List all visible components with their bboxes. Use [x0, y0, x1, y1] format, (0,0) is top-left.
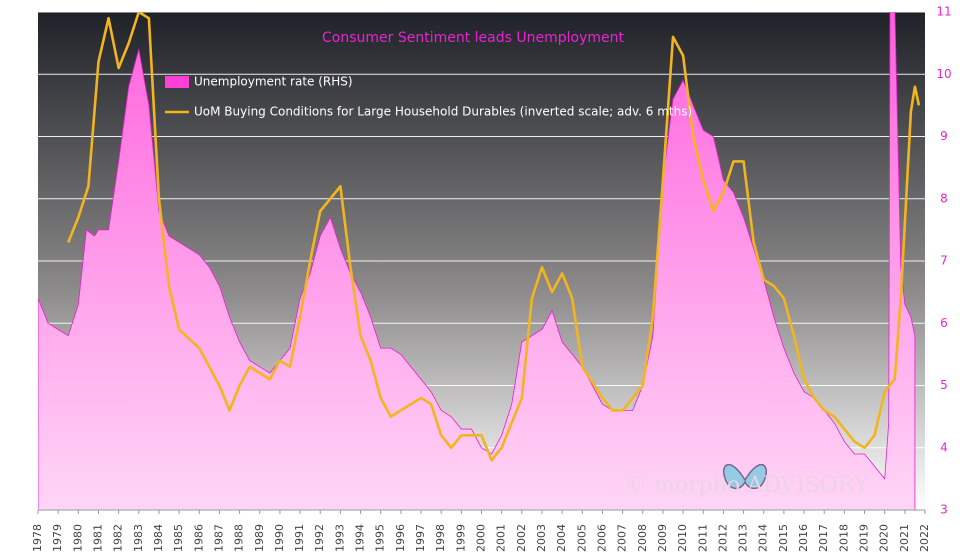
x-tick-label: 2009	[656, 524, 669, 552]
x-tick-label: 1993	[333, 524, 346, 552]
y-tick-label: 9	[940, 129, 948, 143]
x-tick-label: 2021	[898, 524, 911, 552]
x-tick-label: 2017	[817, 524, 830, 552]
x-tick-label: 2005	[575, 524, 588, 552]
x-tick-label: 1980	[71, 524, 84, 552]
x-tick-label: 2018	[837, 524, 850, 552]
x-tick-label: 1979	[51, 524, 64, 552]
y-tick-label: 5	[940, 378, 948, 392]
y-tick-label: 6	[940, 316, 948, 330]
x-tick-label: 1986	[192, 524, 205, 552]
x-tick-label: 1978	[31, 524, 44, 552]
y-tick-label: 4	[940, 440, 948, 454]
x-tick-label: 1998	[434, 524, 447, 552]
x-tick-label: 2011	[696, 524, 709, 552]
watermark-text: © morpho ADVISORY	[625, 473, 869, 498]
legend-label: Unemployment rate (RHS)	[194, 75, 353, 89]
x-tick-label: 1995	[374, 524, 387, 552]
legend-label: UoM Buying Conditions for Large Househol…	[194, 105, 692, 119]
y-tick-label: 8	[940, 191, 948, 205]
x-tick-label: 2006	[595, 524, 608, 552]
watermark: © morpho ADVISORY	[625, 464, 869, 498]
x-tick-label: 1997	[414, 524, 427, 552]
x-tick-label: 1999	[454, 524, 467, 552]
x-tick-label: 2019	[858, 524, 871, 552]
x-tick-label: 1988	[233, 524, 246, 552]
x-tick-label: 2016	[797, 524, 810, 552]
x-tick-label: 1985	[172, 524, 185, 552]
x-tick-label: 1989	[253, 524, 266, 552]
y-tick-label: 3	[940, 503, 948, 517]
legend-swatch	[165, 76, 189, 88]
sentiment-line	[67, 12, 921, 462]
x-tick-label: 2004	[555, 524, 568, 552]
chart-title: Consumer Sentiment leads Unemployment	[322, 30, 624, 46]
x-tick-label: 1984	[152, 524, 165, 552]
y-tick-label: 11	[936, 5, 951, 19]
x-tick-label: 2001	[495, 524, 508, 552]
x-tick-label: 2008	[636, 524, 649, 552]
x-tick-label: 1990	[273, 524, 286, 552]
x-tick-label: 1982	[112, 524, 125, 552]
x-tick-label: 2010	[676, 524, 689, 552]
butterfly	[723, 464, 767, 490]
x-tick-label: 1981	[91, 524, 104, 552]
x-tick-label: 2002	[515, 524, 528, 552]
x-tick-label: 2013	[737, 524, 750, 552]
x-tick-label: 1994	[354, 524, 367, 552]
x-tick-label: 1991	[293, 524, 306, 552]
y-tick-label: 10	[936, 67, 951, 81]
x-tick-label: 1983	[132, 524, 145, 552]
x-tick-label: 2000	[475, 524, 488, 552]
x-tick-label: 2012	[716, 524, 729, 552]
x-tick-label: 2007	[616, 524, 629, 552]
x-tick-label: 2022	[918, 524, 931, 552]
y-tick-label: 7	[940, 254, 948, 268]
x-tick-label: 1996	[394, 524, 407, 552]
x-tick-label: 1987	[212, 524, 225, 552]
x-tick-label: 2014	[757, 524, 770, 552]
x-tick-label: 2015	[777, 524, 790, 552]
x-tick-label: 2020	[878, 524, 891, 552]
x-tick-label: 2003	[535, 524, 548, 552]
x-tick-label: 1992	[313, 524, 326, 552]
